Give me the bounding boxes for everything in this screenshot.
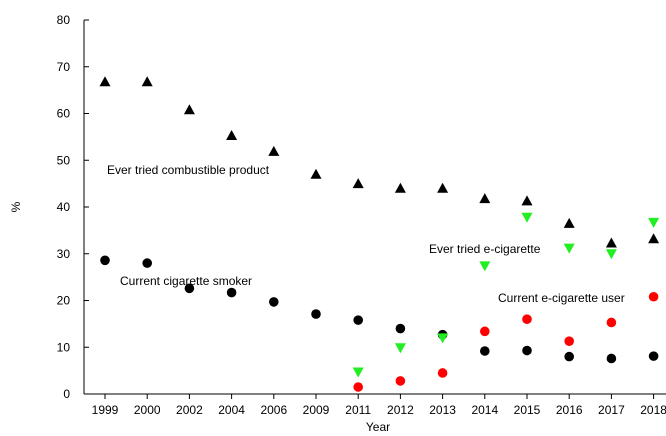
label-current-cigarette-smoker: Current cigarette smoker (120, 274, 252, 288)
point-ever-tried-combustible-product-2018 (648, 233, 660, 244)
point-current-e-cigarette-user-2013 (437, 368, 448, 378)
x-tick-label: 1999 (92, 403, 119, 417)
point-current-cigarette-smoker-2000 (142, 258, 152, 268)
y-tick-label: 60 (57, 107, 71, 121)
x-tick-label: 2000 (134, 403, 161, 417)
point-current-cigarette-smoker-2017 (606, 353, 617, 364)
y-tick-label: 0 (63, 387, 70, 401)
point-ever-tried-e-cigarette-2011 (352, 367, 364, 378)
x-tick-label: 2009 (303, 403, 330, 417)
point-ever-tried-e-cigarette-2017 (605, 249, 617, 260)
point-current-cigarette-smoker-2012 (395, 323, 406, 334)
y-tick-label: 70 (57, 60, 71, 74)
x-tick-label: 2006 (260, 403, 287, 417)
y-tick-label: 30 (57, 247, 71, 261)
point-current-cigarette-smoker-2018 (648, 351, 659, 361)
y-axis-label: % (9, 201, 23, 212)
label-current-e-cigarette-user: Current e-cigarette user (498, 291, 625, 305)
point-ever-tried-combustible-product-2017 (605, 237, 617, 248)
point-current-e-cigarette-user-2011 (353, 382, 364, 392)
x-axis-label: Year (366, 420, 390, 434)
x-tick-label: 2017 (598, 403, 625, 417)
label-ever-tried-e-cigarette: Ever tried e-cigarette (429, 242, 541, 256)
y-tick-label: 20 (57, 294, 71, 308)
point-current-cigarette-smoker-2015 (522, 345, 532, 356)
point-current-cigarette-smoker-1999 (100, 255, 110, 266)
point-ever-tried-combustible-product-2000 (141, 76, 153, 87)
x-tick-label: 2013 (429, 403, 456, 417)
point-ever-tried-e-cigarette-2014 (479, 261, 491, 272)
x-tick-label: 2016 (556, 403, 583, 417)
point-ever-tried-e-cigarette-2012 (394, 343, 406, 354)
point-ever-tried-e-cigarette-2015 (521, 212, 533, 223)
x-tick-label: 2014 (471, 403, 498, 417)
point-ever-tried-e-cigarette-2018 (648, 217, 660, 228)
point-current-cigarette-smoker-2011 (353, 315, 364, 325)
point-ever-tried-combustible-product-2013 (437, 182, 449, 193)
point-current-cigarette-smoker-2016 (564, 351, 574, 362)
x-ticks: 1999 2000 2002 2004 2006 2009 2011 2012 2013 2014… (92, 394, 666, 417)
label-ever-tried-combustible: Ever tried combustible product (107, 163, 270, 177)
point-ever-tried-combustible-product-2015 (521, 195, 533, 206)
point-current-e-cigarette-user-2016 (564, 336, 574, 346)
point-ever-tried-combustible-product-2004 (226, 129, 238, 140)
point-ever-tried-combustible-product-2014 (479, 193, 491, 204)
y-tick-label: 40 (57, 200, 71, 214)
y-tick-label: 10 (57, 340, 71, 354)
point-ever-tried-combustible-product-2006 (268, 145, 280, 156)
point-current-cigarette-smoker-2002 (184, 283, 195, 294)
point-current-e-cigarette-user-2015 (522, 314, 532, 325)
point-current-e-cigarette-user-2018 (648, 291, 659, 302)
point-ever-tried-combustible-product-1999 (99, 76, 111, 87)
x-tick-label: 2012 (387, 403, 414, 417)
x-tick-label: 2018 (640, 403, 666, 417)
point-current-cigarette-smoker-2009 (311, 309, 321, 319)
point-current-e-cigarette-user-2017 (606, 317, 617, 328)
point-ever-tried-combustible-product-2002 (183, 104, 195, 115)
point-ever-tried-combustible-product-2016 (563, 217, 575, 228)
point-ever-tried-combustible-product-2011 (352, 178, 364, 189)
point-ever-tried-combustible-product-2009 (310, 168, 322, 179)
y-tick-label: 80 (57, 13, 71, 27)
x-tick-label: 2011 (345, 403, 371, 417)
x-tick-label: 2004 (218, 403, 245, 417)
y-tick-label: 50 (57, 153, 71, 167)
point-current-cigarette-smoker-2004 (226, 287, 237, 298)
point-current-cigarette-smoker-2014 (480, 346, 490, 356)
point-current-e-cigarette-user-2014 (480, 326, 490, 337)
point-current-cigarette-smoker-2006 (269, 297, 279, 307)
point-ever-tried-e-cigarette-2013 (437, 333, 449, 344)
x-tick-label: 2002 (176, 403, 203, 417)
point-ever-tried-e-cigarette-2016 (563, 243, 575, 254)
point-ever-tried-combustible-product-2012 (394, 182, 406, 193)
x-tick-label: 2015 (514, 403, 541, 417)
y-ticks: 0 10 20 30 40 50 60 70 80 (57, 13, 89, 401)
data-points (99, 76, 660, 392)
point-current-e-cigarette-user-2012 (395, 376, 406, 386)
